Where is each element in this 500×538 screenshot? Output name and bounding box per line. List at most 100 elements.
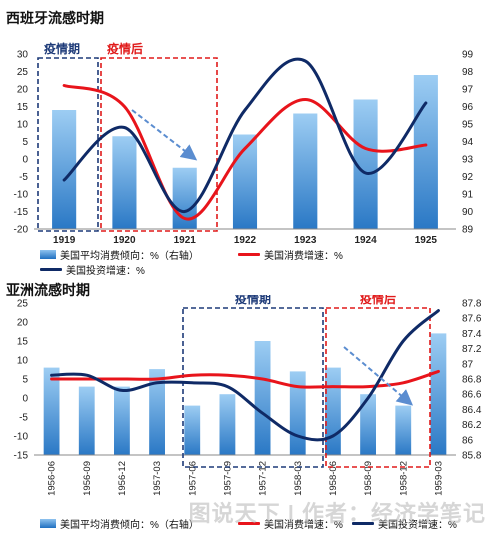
right-tick-label: 86: [462, 435, 474, 446]
legend-consumption-label: 美国消费增速：%: [264, 251, 343, 262]
left-tick-label: -5: [19, 172, 28, 183]
right-tick-label: 99: [462, 50, 474, 61]
left-tick-label: -20: [14, 225, 29, 236]
left-tick-label: 10: [17, 356, 29, 367]
left-tick-label: 0: [22, 155, 28, 166]
x-tick-label: 1958-09: [363, 461, 374, 496]
left-tick-label: 5: [22, 137, 28, 148]
trend-arrow: [131, 109, 198, 161]
chart2-title: 亚洲流感时期: [6, 282, 90, 298]
left-tick-label: -15: [14, 451, 29, 462]
left-tick-label: -15: [14, 207, 29, 218]
right-tick-label: 93: [462, 155, 474, 166]
post-pandemic-box: [100, 57, 218, 232]
x-tick-label: 1956-09: [82, 461, 93, 496]
right-tick-label: 98: [462, 67, 474, 78]
right-tick-label: 87: [462, 359, 474, 370]
bar-1958-03: [289, 371, 306, 455]
bar-1957-06: [184, 405, 201, 455]
pandemic-period-label: 疫情期: [44, 41, 80, 56]
right-tick-label: 95: [462, 120, 474, 131]
investment-growth-line: [62, 57, 428, 213]
chart2-plot: 25 20 15 10 5 0 -5 -10 -15 87.8 87.6 87.4 87.2 87 86.8…: [14, 295, 482, 496]
left-tick-label: 5: [22, 375, 28, 386]
x-tick-label: 1958-06: [328, 461, 339, 496]
pandemic-period-box: [37, 57, 99, 232]
bar-1956-09: [78, 386, 95, 455]
legend-consumption-swatch: [238, 253, 260, 256]
legend-investment-label: 美国投资增速：%: [378, 520, 457, 531]
right-tick-label: 87.6: [462, 314, 482, 325]
bar-1959-03: [430, 333, 447, 455]
right-tick-label: 92: [462, 172, 474, 183]
x-tick-label: 1924: [354, 235, 377, 246]
chart1-legend-consumption: 美国消费增速：%: [238, 247, 343, 262]
left-tick-label: -5: [19, 413, 28, 424]
trend-arrow: [343, 346, 414, 406]
consumption-growth-line: [50, 369, 440, 389]
left-tick-label: 0: [22, 394, 28, 405]
legend-investment-label: 美国投资增速：%: [66, 266, 145, 277]
consumption-growth-line: [62, 84, 428, 221]
post-pandemic-label: 疫情后: [107, 41, 143, 56]
right-tick-label: 94: [462, 137, 474, 148]
x-tick-label: 1922: [234, 235, 257, 246]
x-tick-label: 1957-12: [258, 461, 269, 496]
legend-consumption-swatch: [238, 522, 260, 525]
x-tick-label: 1957-09: [222, 461, 233, 496]
chart2-legend-consumption: 美国消费增速：%: [238, 516, 343, 531]
legend-investment-swatch: [40, 268, 62, 271]
right-tick-label: 96: [462, 102, 474, 113]
bar-1958-06: [325, 367, 341, 455]
x-tick-label: 1919: [53, 235, 76, 246]
chart2-legend-investment: 美国投资增速：%: [352, 516, 457, 531]
right-tick-label: 86.6: [462, 390, 482, 401]
right-tick-label: 87.2: [462, 344, 482, 355]
chart1-legend-investment: 美国投资增速：%: [40, 262, 145, 277]
legend-consumption-label: 美国消费增速：%: [264, 520, 343, 531]
bar-1957-09: [219, 394, 236, 455]
chart2-legend-bar: 美国平均消费倾向：%（右轴）: [40, 516, 199, 531]
left-tick-label: 10: [17, 120, 29, 131]
watermark: 图说天下 | 作者：经济学笔记: [188, 501, 486, 526]
chart1-title: 西班牙流感时期: [6, 10, 104, 26]
bar-1958-09: [360, 394, 376, 455]
x-tick-label: 1957-06: [187, 461, 198, 496]
bar-1957-12: [254, 341, 271, 455]
bar-1958-12: [395, 405, 412, 455]
x-tick-label: 1958-03: [293, 461, 304, 496]
x-tick-label: 1923: [294, 235, 317, 246]
x-tick-label: 1957-03: [152, 461, 163, 496]
x-tick-label: 1956-06: [47, 461, 58, 496]
x-tick-label: 1959-03: [433, 461, 444, 496]
investment-growth-line: [50, 309, 440, 442]
x-tick-label: 1920: [113, 235, 136, 246]
pandemic-period-label: 疫情期: [235, 295, 271, 306]
bar-1956-12: [114, 386, 130, 455]
legend-bar-swatch: [40, 250, 56, 259]
left-tick-label: -10: [14, 432, 29, 443]
right-tick-label: 87.4: [462, 329, 482, 340]
left-tick-label: 25: [17, 67, 29, 78]
right-tick-label: 91: [462, 190, 474, 201]
right-tick-label: 97: [462, 85, 474, 96]
post-pandemic-box: [325, 307, 431, 468]
bar-1957-03: [149, 369, 165, 455]
post-pandemic-label: 疫情后: [360, 295, 396, 306]
bar-1956-06: [43, 367, 60, 455]
left-tick-label: 20: [17, 318, 29, 329]
right-tick-label: 86.8: [462, 375, 482, 386]
right-tick-label: 86.2: [462, 420, 482, 431]
right-tick-label: 89: [462, 225, 474, 236]
left-tick-label: 15: [17, 337, 29, 348]
legend-bar-label: 美国平均消费倾向：%（右轴）: [60, 251, 199, 262]
x-tick-label: 1921: [174, 235, 197, 246]
legend-bar-swatch: [40, 519, 56, 528]
left-tick-label: 30: [17, 50, 29, 61]
right-tick-label: 90: [462, 207, 474, 218]
right-tick-label: 86.4: [462, 405, 482, 416]
left-tick-label: 15: [17, 102, 29, 113]
left-tick-label: 20: [17, 85, 29, 96]
x-tick-label: 1925: [415, 235, 438, 246]
bar-1925: [413, 75, 438, 229]
